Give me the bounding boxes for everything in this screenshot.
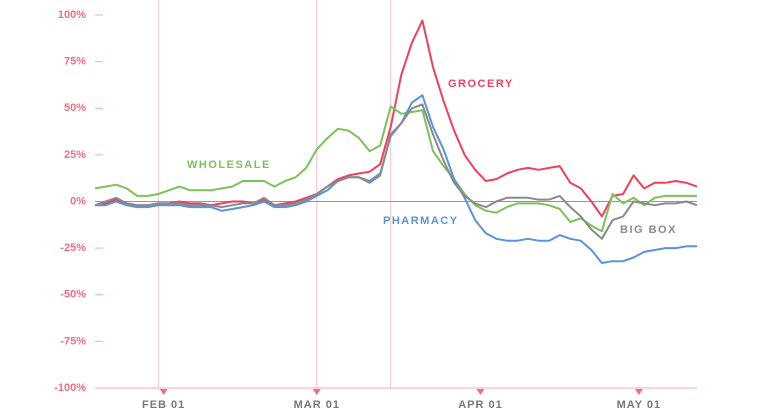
series-label: GROCERY <box>448 78 514 90</box>
x-tick-label: MAY 01 <box>617 399 662 411</box>
series-label: BIG BOX <box>620 224 677 236</box>
y-tick-label: 25% <box>64 149 86 161</box>
y-tick-label: -50% <box>60 289 86 301</box>
x-tick <box>476 389 485 395</box>
x-tick-label: FEB 01 <box>142 399 185 411</box>
series-label: PHARMACY <box>383 215 459 227</box>
series-line <box>94 105 697 233</box>
y-tick-label: 50% <box>64 102 86 114</box>
series-label: WHOLESALE <box>187 159 271 171</box>
y-tick-label: 100% <box>58 9 86 21</box>
x-tick-label: MAR 01 <box>294 399 340 411</box>
y-tick-label: 75% <box>64 56 86 68</box>
x-tick <box>159 389 168 395</box>
x-tick <box>634 389 643 395</box>
x-tick-label: APR 01 <box>458 399 503 411</box>
series-line <box>94 19 698 218</box>
y-tick-label: 0% <box>70 195 86 207</box>
y-tick-label: -25% <box>60 242 86 254</box>
series-line <box>94 103 698 240</box>
x-tick <box>312 389 321 395</box>
series-line <box>95 94 697 264</box>
y-tick-label: -75% <box>60 335 86 347</box>
y-tick-label: -100% <box>54 382 86 394</box>
